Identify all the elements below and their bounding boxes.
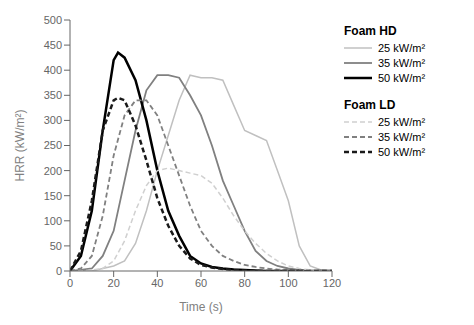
svg-text:100: 100: [44, 215, 62, 227]
svg-text:120: 120: [323, 277, 341, 289]
svg-text:350: 350: [44, 89, 62, 101]
svg-text:Time (s): Time (s): [179, 300, 223, 314]
html-text:25 kW/m²: 25 kW/m²: [378, 116, 426, 128]
html-text:35 kW/m²: 35 kW/m²: [378, 57, 426, 69]
svg-text:80: 80: [239, 277, 251, 289]
svg-text:100: 100: [279, 277, 297, 289]
svg-text:20: 20: [108, 277, 120, 289]
html-text:25 kW/m²: 25 kW/m²: [378, 42, 426, 54]
svg-text:0: 0: [67, 277, 73, 289]
html-text:Foam LD: Foam LD: [344, 98, 396, 112]
svg-text:60: 60: [195, 277, 207, 289]
html-text:50 kW/m²: 50 kW/m²: [378, 72, 426, 84]
svg-text:HRR (kW/m²): HRR (kW/m²): [13, 110, 27, 182]
svg-text:150: 150: [44, 190, 62, 202]
svg-text:200: 200: [44, 165, 62, 177]
html-text:Foam HD: Foam HD: [344, 24, 397, 38]
html-text:50 kW/m²: 50 kW/m²: [378, 146, 426, 158]
svg-text:40: 40: [151, 277, 163, 289]
svg-text:400: 400: [44, 64, 62, 76]
svg-text:450: 450: [44, 39, 62, 51]
html-text:35 kW/m²: 35 kW/m²: [378, 131, 426, 143]
svg-text:250: 250: [44, 139, 62, 151]
svg-text:300: 300: [44, 114, 62, 126]
svg-text:50: 50: [50, 240, 62, 252]
svg-text:0: 0: [56, 265, 62, 277]
svg-text:500: 500: [44, 14, 62, 26]
